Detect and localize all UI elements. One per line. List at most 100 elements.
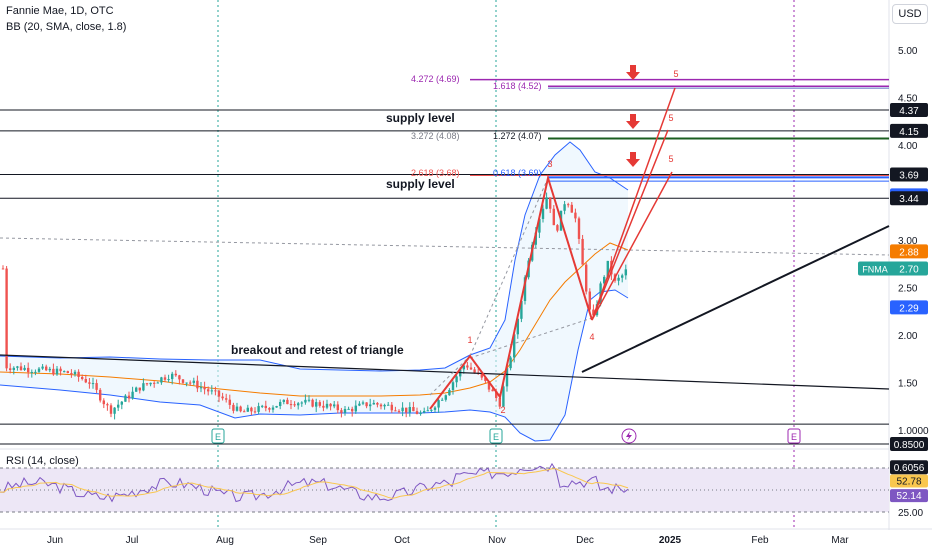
candle[interactable] (37, 367, 41, 373)
candle[interactable] (401, 402, 404, 417)
candle[interactable] (286, 397, 289, 405)
candle[interactable] (203, 381, 206, 395)
price-label-box[interactable] (890, 191, 928, 206)
candle[interactable] (138, 387, 141, 394)
candle[interactable] (45, 364, 48, 372)
candle[interactable] (343, 405, 347, 416)
candle[interactable] (318, 400, 321, 408)
candle[interactable] (12, 366, 15, 375)
candle[interactable] (178, 374, 181, 385)
price-label-box[interactable] (890, 437, 928, 452)
candle[interactable] (437, 397, 440, 413)
candle[interactable] (217, 390, 221, 403)
candle[interactable] (340, 407, 343, 418)
candle[interactable] (48, 366, 51, 373)
wave-5-projection[interactable] (591, 171, 673, 321)
earnings-marker-box[interactable] (489, 428, 503, 444)
candle[interactable] (160, 376, 163, 385)
candle[interactable] (214, 386, 217, 396)
candle[interactable] (361, 400, 365, 406)
fib-helper-line[interactable] (469, 177, 549, 357)
price-label-box[interactable] (890, 167, 928, 182)
candle[interactable] (63, 370, 66, 373)
candle[interactable] (199, 382, 203, 393)
candle[interactable] (325, 399, 329, 410)
candle[interactable] (181, 379, 185, 384)
candle[interactable] (5, 266, 8, 372)
candle[interactable] (207, 386, 210, 396)
earnings-marker-box[interactable] (787, 428, 801, 444)
candle[interactable] (372, 399, 375, 405)
candle[interactable] (95, 379, 98, 394)
candle[interactable] (556, 224, 559, 233)
candle[interactable] (387, 401, 390, 406)
candle[interactable] (358, 401, 361, 407)
candle[interactable] (124, 394, 127, 402)
candle[interactable] (466, 361, 469, 370)
candle[interactable] (113, 407, 116, 420)
lightning-event-icon[interactable] (621, 428, 637, 444)
candle[interactable] (41, 364, 44, 370)
candle[interactable] (433, 406, 437, 413)
candle[interactable] (55, 366, 59, 376)
candle[interactable] (135, 386, 138, 392)
candle[interactable] (232, 402, 235, 414)
target-arrow-icon[interactable] (626, 65, 640, 80)
candle[interactable] (577, 216, 581, 244)
target-arrow-icon[interactable] (626, 114, 640, 129)
candle[interactable] (289, 399, 293, 410)
candle[interactable] (333, 400, 336, 409)
triangle-upper-line[interactable] (0, 354, 890, 390)
earnings-marker[interactable]: E (787, 428, 801, 444)
candle[interactable] (329, 403, 332, 411)
candle[interactable] (81, 374, 84, 381)
candle[interactable] (99, 388, 102, 403)
candle[interactable] (282, 399, 285, 405)
candle[interactable] (405, 407, 408, 418)
candle[interactable] (261, 404, 264, 409)
candle[interactable] (549, 197, 552, 214)
candle[interactable] (167, 374, 170, 383)
candle[interactable] (552, 205, 555, 226)
candle[interactable] (430, 409, 433, 413)
candle[interactable] (88, 377, 91, 389)
candle[interactable] (174, 370, 177, 377)
fib-extension-purple[interactable] (470, 78, 889, 89)
candle[interactable] (70, 369, 73, 378)
trendline-support[interactable] (581, 225, 890, 373)
candle[interactable] (52, 363, 55, 376)
candle[interactable] (379, 403, 383, 410)
candle[interactable] (239, 405, 242, 413)
candle[interactable] (279, 399, 282, 410)
rsi-value-box[interactable] (890, 489, 928, 503)
bollinger-indicator-label[interactable]: BB (20, SMA, close, 1.8) (6, 21, 127, 33)
candle[interactable] (570, 202, 573, 213)
candle[interactable] (102, 398, 105, 409)
candle[interactable] (275, 405, 278, 408)
candle[interactable] (502, 382, 505, 408)
candle[interactable] (149, 382, 152, 387)
candle[interactable] (509, 355, 512, 371)
candle[interactable] (581, 234, 584, 265)
candle[interactable] (444, 394, 447, 402)
candle[interactable] (225, 393, 228, 403)
candle[interactable] (264, 400, 267, 412)
earnings-marker[interactable]: E (489, 428, 503, 444)
candle[interactable] (66, 370, 69, 374)
candle[interactable] (469, 362, 473, 370)
candle[interactable] (397, 409, 401, 414)
rsi-ma-line[interactable] (0, 468, 629, 499)
price-label-box[interactable] (890, 300, 928, 315)
candle[interactable] (117, 399, 120, 411)
candle[interactable] (365, 402, 368, 409)
candle[interactable] (311, 398, 314, 408)
price-label-box[interactable] (890, 244, 928, 259)
candle[interactable] (585, 262, 588, 295)
rsi-ma-value-box[interactable] (890, 474, 928, 488)
candle[interactable] (73, 369, 77, 377)
candle[interactable] (448, 388, 451, 396)
candle[interactable] (145, 382, 149, 386)
candle[interactable] (16, 365, 19, 371)
wave-5-projection[interactable] (591, 129, 669, 321)
candle[interactable] (84, 374, 87, 384)
